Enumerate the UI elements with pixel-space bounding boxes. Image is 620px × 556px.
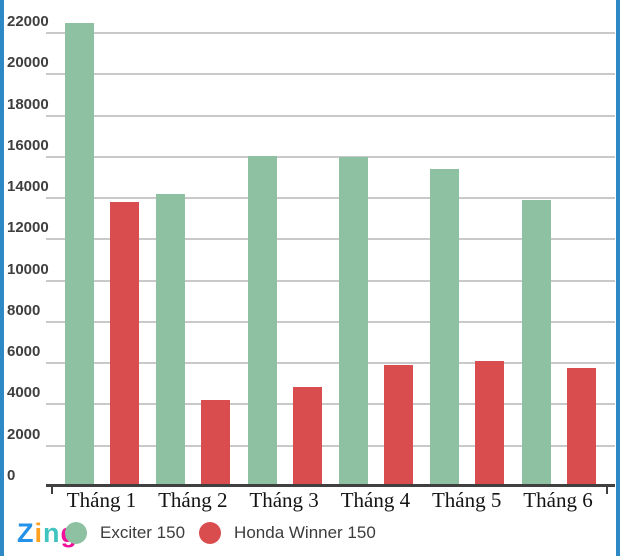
gridline (46, 32, 615, 34)
x-axis-category-label: Tháng 6 (523, 488, 593, 512)
x-axis-category-label: Tháng 2 (158, 488, 228, 512)
gridline (46, 279, 615, 282)
bar-exciter-month-3 (247, 155, 277, 485)
chart-legend: Exciter 150 Honda Winner 150 (65, 522, 390, 544)
bar-exciter-month-2 (156, 193, 186, 485)
gridline (46, 238, 615, 241)
legend-item-exciter: Exciter 150 (65, 522, 185, 544)
bar-exciter-month-4 (338, 156, 368, 485)
bar-chart-plot-area: 0 2000 4000 6000 8000 10000 12000 14000 16000 180… (7, 13, 615, 512)
y-axis-tick-label: 6000 (7, 343, 41, 361)
x-axis-tick (606, 487, 608, 494)
y-axis-tick-label: 2000 (7, 425, 41, 443)
bar-exciter-month-6 (521, 200, 551, 485)
y-axis-tick-label: 8000 (7, 301, 41, 319)
zing-logo-letter: Z (17, 518, 35, 548)
right-border-stripe (616, 0, 620, 556)
zing-logo-letter: i (34, 518, 44, 548)
y-axis-tick-label: 22000 (7, 13, 49, 30)
bar-winner-month-3 (292, 386, 322, 485)
x-axis-tick (51, 487, 53, 494)
x-axis-category-label: Tháng 1 (66, 488, 137, 512)
gridline (46, 444, 615, 447)
legend-label: Honda Winner 150 (234, 523, 376, 542)
gridline (46, 362, 615, 365)
gridline (46, 197, 615, 200)
gridline (46, 73, 615, 76)
bar-exciter-month-5 (430, 169, 460, 485)
legend-label: Exciter 150 (100, 523, 186, 542)
x-axis-category-label: Tháng 3 (249, 488, 319, 512)
y-axis-tick-label: 18000 (7, 95, 49, 113)
zing-logo-letter: n (43, 518, 61, 548)
bar-winner-month-1 (110, 202, 139, 485)
legend-item-winner: Honda Winner 150 (199, 522, 376, 544)
y-axis-tick-label: 10000 (7, 260, 49, 278)
bar-exciter-month-1 (65, 22, 94, 485)
x-axis-category-label: Tháng 4 (340, 488, 411, 512)
legend-color-dot (65, 522, 87, 544)
y-axis-tick-label: 0 (7, 467, 16, 484)
legend-color-dot (199, 522, 222, 544)
y-axis-tick-label: 12000 (7, 219, 49, 237)
gridline (46, 114, 615, 117)
bar-winner-month-2 (201, 400, 231, 485)
y-axis-tick-label: 20000 (7, 54, 49, 72)
bar-winner-month-6 (566, 368, 596, 485)
bar-winner-month-5 (475, 361, 505, 485)
gridline (46, 320, 615, 323)
x-axis-line (46, 484, 615, 487)
y-axis-tick-label: 16000 (7, 136, 49, 154)
gridline (46, 403, 615, 406)
gridline (46, 155, 615, 158)
y-axis-tick-label: 4000 (7, 384, 41, 402)
y-axis-tick-label: 14000 (7, 178, 49, 196)
left-border-stripe (0, 0, 4, 556)
x-axis-category-label: Tháng 5 (431, 488, 502, 512)
bar-winner-month-4 (383, 365, 413, 485)
